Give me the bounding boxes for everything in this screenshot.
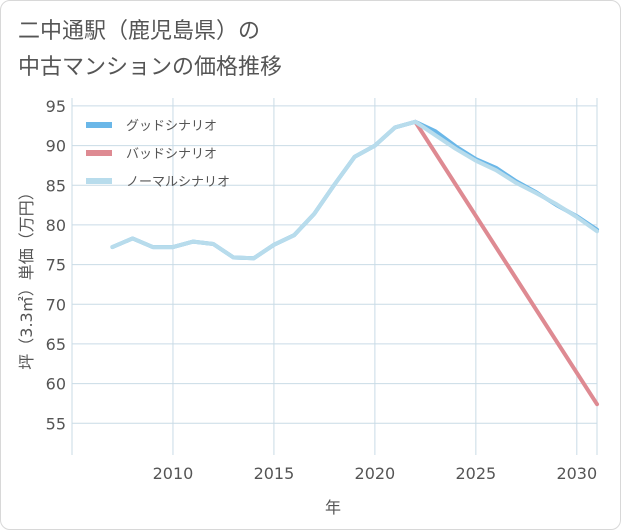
y-tick-label: 75 — [46, 256, 66, 275]
y-tick-label: 55 — [46, 414, 66, 433]
legend-label: バッドシナリオ — [126, 147, 217, 162]
x-tick-label: 2015 — [254, 464, 295, 483]
series-lines — [110, 119, 599, 407]
plot-area — [72, 98, 597, 455]
grid — [71, 98, 598, 455]
x-tick-label: 2020 — [355, 464, 396, 483]
y-axis-label: 坪（3.3㎡）単価（万円） — [17, 184, 36, 369]
x-axis-label: 年 — [325, 498, 341, 517]
y-tick-label: 70 — [46, 295, 66, 314]
title-line-2: 中古マンションの価格推移 — [18, 55, 283, 80]
y-tick-label: 95 — [46, 97, 66, 116]
y-tick-label: 85 — [46, 176, 66, 195]
x-tick-label: 2025 — [455, 464, 496, 483]
x-tick-label: 2010 — [153, 464, 194, 483]
y-tick-label: 60 — [46, 375, 66, 394]
legend-label: グッドシナリオ — [126, 119, 217, 134]
x-axis-ticks: 2010 2015 2020 2025 2030 — [153, 464, 598, 483]
legend-label: ノーマルシナリオ — [126, 175, 230, 190]
y-axis-ticks: 55 60 65 70 75 80 85 90 95 — [46, 97, 66, 433]
x-tick-label: 2030 — [556, 464, 597, 483]
page-title: 二中通駅（鹿児島県）の 中古マンションの価格推移 — [18, 14, 282, 86]
y-tick-label: 80 — [46, 216, 66, 235]
y-tick-label: 65 — [46, 335, 66, 354]
series-line — [110, 119, 599, 261]
title-line-1: 二中通駅（鹿児島県）の — [18, 19, 261, 44]
series-line — [413, 119, 599, 407]
y-tick-label: 90 — [46, 137, 66, 156]
